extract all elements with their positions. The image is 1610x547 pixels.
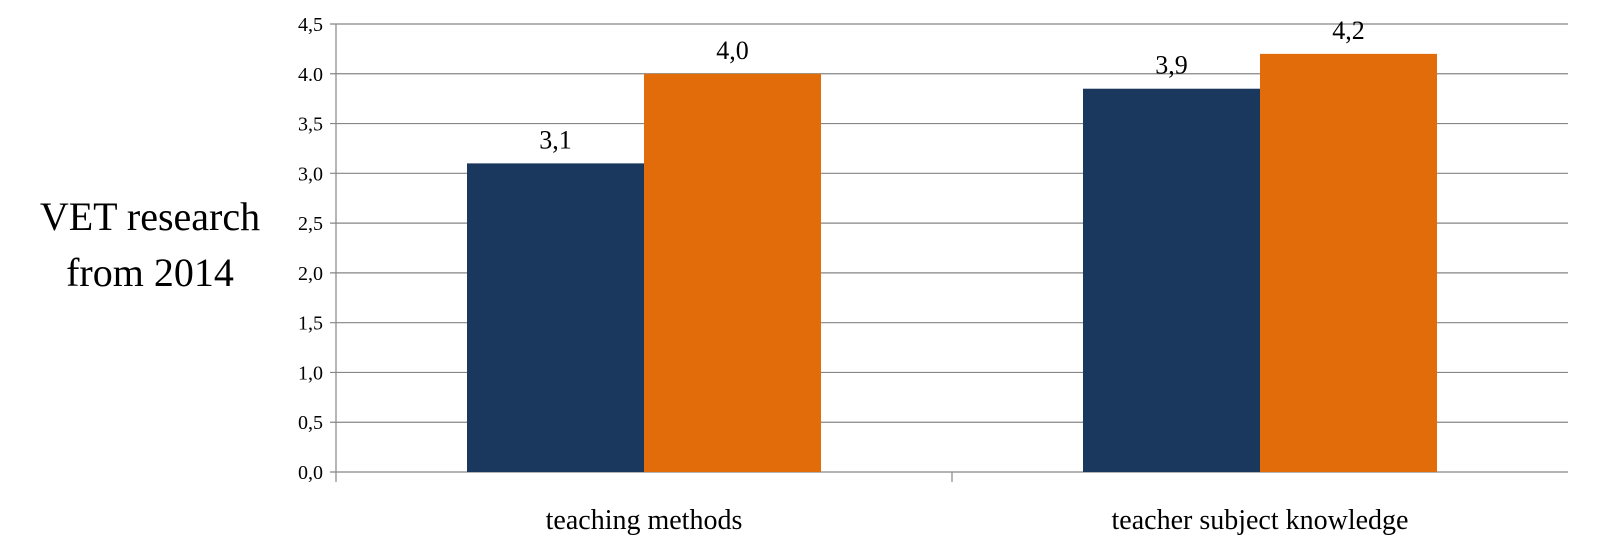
bar [644, 73, 821, 473]
category-label: teacher subject knowledge [1112, 505, 1409, 536]
data-label: 3,9 [1155, 51, 1188, 80]
y-tick-label: 4,5 [298, 14, 323, 36]
category-labels: teaching methods teacher subject knowledg… [546, 505, 1409, 536]
y-tick-label: 1,0 [298, 362, 323, 384]
data-label: 3,1 [539, 125, 572, 154]
x-axis [335, 24, 953, 482]
y-tick-label: 0,5 [298, 412, 323, 434]
data-labels: 3,1 4,0 3,9 4,2 [539, 16, 1365, 155]
y-axis-label-line-1: VET research [40, 194, 260, 239]
bar [1083, 88, 1260, 472]
y-tick-label: 1,5 [298, 313, 323, 335]
data-label: 4,0 [716, 36, 749, 65]
y-axis-label-line-2: from 2014 [66, 250, 234, 295]
bars [467, 53, 1437, 473]
bar [1260, 53, 1437, 472]
y-tick-label: 3,5 [298, 114, 323, 136]
y-tick-label: 3,0 [298, 163, 323, 185]
y-tick-labels: 0,0 0,5 1,0 1,5 2,0 2,5 3,0 3,5 4.0 4,5 [298, 14, 323, 484]
category-label: teaching methods [546, 505, 743, 536]
bar [467, 163, 644, 472]
y-tick-label: 0,0 [298, 462, 323, 484]
data-label: 4,2 [1332, 16, 1365, 45]
y-tick-label: 2,5 [298, 213, 323, 235]
y-tick-label: 4.0 [298, 64, 323, 86]
y-tick-label: 2,0 [298, 263, 323, 285]
